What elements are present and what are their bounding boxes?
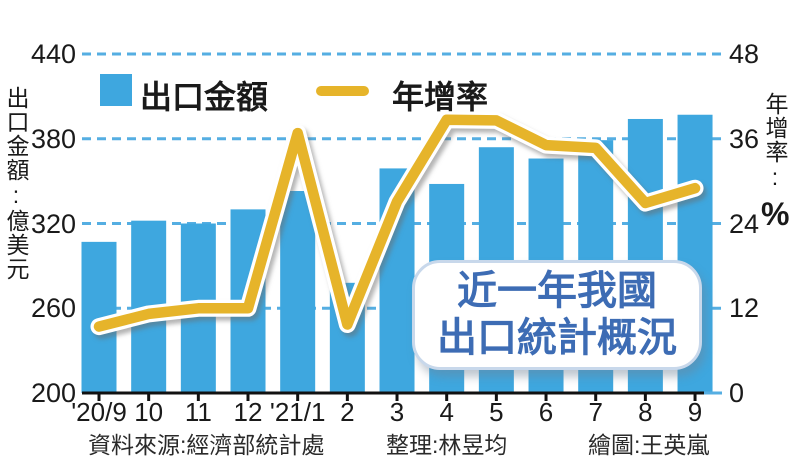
right-axis-tick-label: 0 [729,378,745,408]
data-source-credit: 資料來源:經濟部統計處 [88,432,325,458]
growth-line-group [90,111,704,336]
left-axis-tick-label: 260 [30,293,76,324]
x-axis-tick-label: 9 [687,397,703,427]
x-axis-tick-label: '20/9 [71,397,127,427]
bar-series-swatch-icon [100,74,132,106]
growth-line [93,114,701,332]
bar-series-label: 出口金額 [140,79,269,115]
line-series-label: 年增率 [392,79,489,115]
right-axis-tick-label: 36 [729,123,760,154]
x-axis-tick-label: 12 [233,397,263,427]
callout-title-line1: 近一年我國 [457,268,657,313]
callout-title-line2: 出口統計概況 [437,316,677,360]
x-axis-tick-label: 2 [340,397,355,427]
x-axis-tick-label: 10 [134,397,164,427]
x-axis-tick-label: 3 [389,397,405,427]
x-axis-tick-label: 5 [489,397,504,427]
x-axis-tick-label: 4 [439,397,454,427]
illustrator-credit: 繪圖:王英嵐 [588,432,710,458]
export-bar [280,191,316,393]
right-axis-tick-label: 12 [729,293,760,324]
left-axis-title: 出口金額:億美元 [3,86,29,281]
right-axis-title: 年增率: [762,92,788,191]
line-series-swatch-icon [316,86,369,96]
x-axis-tick-label: '21/1 [269,397,326,427]
left-axis-tick-label: 320 [30,208,76,239]
left-axis-tick-label: 380 [30,123,76,154]
x-axis-tick-label: 11 [184,397,212,427]
x-axis-tick-label: 6 [538,397,554,427]
right-axis-unit-percent: % [761,196,790,232]
left-axis-tick-label: 440 [30,39,76,69]
title-callout-bubble: 近一年我國 出口統計概況 [412,260,702,370]
editor-credit: 整理:林昱均 [386,432,508,458]
right-axis-tick-label: 24 [729,208,760,239]
right-axis-tick-label: 48 [729,39,760,69]
left-axis-tick-label: 200 [30,378,76,408]
x-axis-tick-label: 7 [588,397,603,427]
x-axis-tick-label: 8 [638,397,653,427]
